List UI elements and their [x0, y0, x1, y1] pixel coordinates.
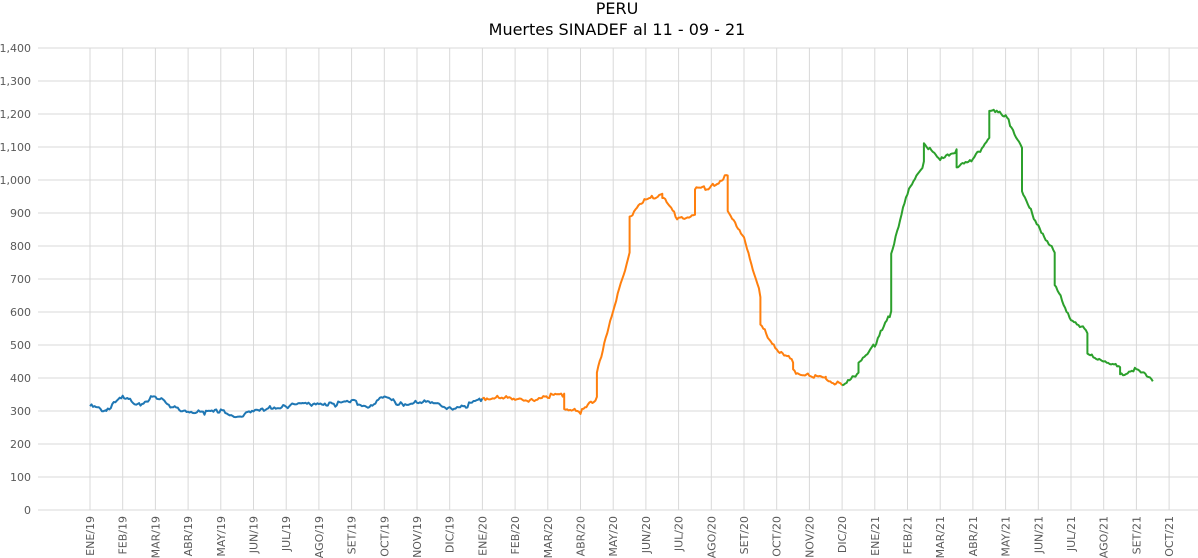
x-tick-label: MAY/19: [215, 516, 228, 557]
x-tick-label: JUL/21: [1065, 516, 1078, 552]
x-tick-label: JUL/20: [673, 516, 686, 552]
x-tick-label: NOV/20: [803, 516, 816, 558]
x-tick-label: MAY/21: [1000, 516, 1013, 557]
x-tick-label: JUN/19: [248, 516, 261, 554]
y-tick-label: 0: [24, 504, 31, 517]
y-tick-label: 1,000: [0, 174, 31, 187]
x-tick-label: ABR/19: [182, 516, 195, 556]
x-tick-label: MAY/20: [607, 516, 620, 557]
x-axis: ENE/19 FEB/19 MAR/19 ABR/19 MAY/19 JUN/19 JUL/…: [84, 516, 1176, 558]
x-tick-label: OCT/19: [378, 516, 391, 557]
y-tick-label: 300: [10, 405, 31, 418]
y-tick-label: 600: [10, 306, 31, 319]
x-tick-label: OCT/20: [771, 516, 784, 557]
x-tick-label: SET/21: [1130, 516, 1143, 554]
y-tick-label: 800: [10, 240, 31, 253]
series-line-1: [89, 394, 484, 419]
x-tick-label: ABR/20: [575, 516, 588, 556]
x-tick-label: ABR/21: [967, 516, 980, 556]
series-line-3: [841, 108, 1154, 387]
x-tick-label: ENE/19: [84, 516, 97, 556]
x-tick-label: DIC/20: [836, 516, 849, 553]
x-tick-label: MAR/20: [542, 516, 555, 558]
y-axis: 0 100 200 300 400 500 600 700 800 900 1,000 1,100 1,…: [0, 42, 31, 517]
x-tick-label: JUL/19: [280, 516, 293, 552]
series-lines: [89, 108, 1154, 419]
chart-title: PERU: [596, 0, 639, 18]
x-tick-label: JUN/20: [640, 516, 653, 554]
y-tick-label: 100: [10, 471, 31, 484]
x-tick-label: DIC/19: [444, 516, 457, 553]
grid-lines: [38, 47, 1198, 511]
x-tick-label: ENE/20: [476, 516, 489, 556]
x-tick-label: MAR/19: [149, 516, 162, 558]
y-tick-label: 1,400: [0, 42, 31, 55]
x-tick-label: SET/20: [738, 516, 751, 554]
x-tick-label: JUN/21: [1032, 516, 1045, 554]
chart-subtitle: Muertes SINADEF al 11 - 09 - 21: [489, 20, 746, 39]
x-tick-label: SET/19: [346, 516, 359, 554]
x-tick-label: ENE/21: [869, 516, 882, 556]
y-tick-label: 500: [10, 339, 31, 352]
y-tick-label: 1,100: [0, 141, 31, 154]
y-tick-label: 1,200: [0, 108, 31, 121]
y-tick-label: 900: [10, 207, 31, 220]
x-tick-label: OCT/21: [1163, 516, 1176, 557]
y-tick-label: 1,300: [0, 75, 31, 88]
series-line-2: [481, 174, 843, 415]
y-tick-label: 400: [10, 372, 31, 385]
x-tick-label: AGO/20: [705, 516, 718, 558]
x-tick-label: MAR/21: [934, 516, 947, 558]
x-tick-label: AGO/21: [1098, 516, 1111, 558]
y-tick-label: 700: [10, 273, 31, 286]
x-tick-label: NOV/19: [411, 516, 424, 558]
x-tick-label: FEB/20: [509, 516, 522, 555]
x-tick-label: AGO/19: [313, 516, 326, 558]
x-tick-label: FEB/19: [117, 516, 130, 555]
x-tick-label: FEB/21: [902, 516, 915, 555]
y-tick-label: 200: [10, 438, 31, 451]
